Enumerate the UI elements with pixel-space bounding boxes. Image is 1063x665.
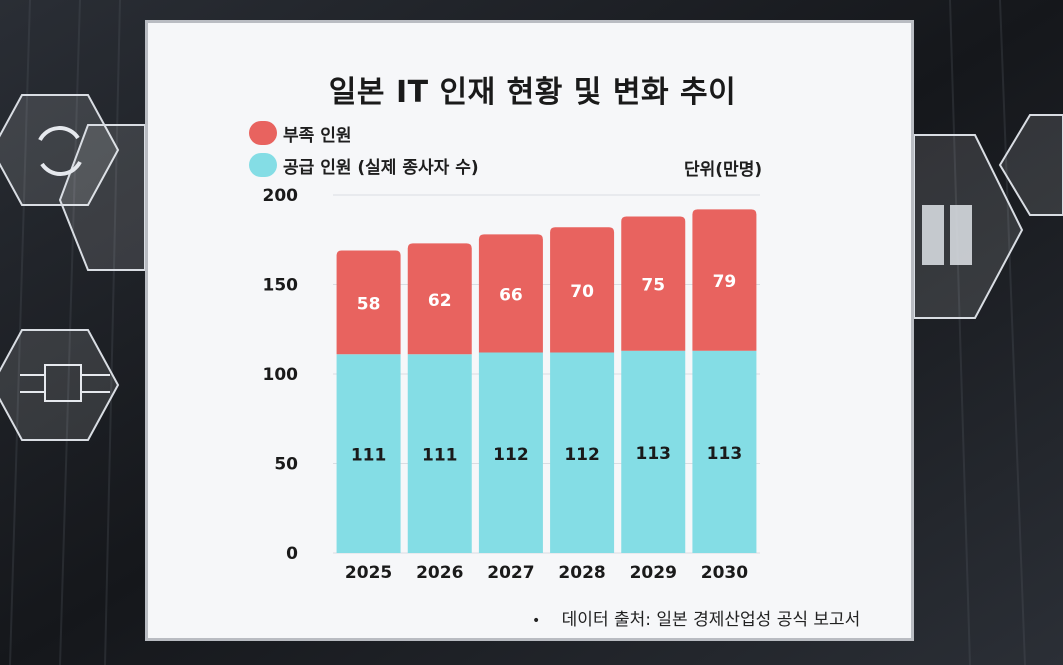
bar-segment	[478, 234, 543, 353]
chart-legend: 부족 인원 공급 인원 (실제 종사자 수)	[249, 117, 479, 181]
data-label: 75	[641, 276, 665, 296]
data-label: 70	[570, 282, 594, 302]
bar-segment	[336, 354, 401, 553]
x-tick-label: 2025	[345, 563, 392, 583]
y-tick-label: 100	[263, 365, 299, 385]
legend-item-shortage: 부족 인원	[249, 117, 479, 149]
data-label: 111	[422, 446, 458, 466]
data-label: 112	[564, 445, 600, 465]
x-tick-label: 2029	[630, 563, 677, 583]
bar-segment	[550, 352, 615, 553]
x-tick-label: 2026	[416, 563, 463, 583]
bar-segment	[621, 216, 686, 351]
bar-segment	[692, 350, 757, 553]
data-label: 112	[493, 445, 528, 465]
y-tick-label: 150	[263, 276, 299, 296]
legend-item-supply: 공급 인원 (실제 종사자 수)	[249, 149, 479, 181]
data-label: 62	[428, 291, 452, 311]
data-label: 79	[713, 272, 737, 292]
chart-title: 일본 IT 인재 현황 및 변화 추이	[328, 75, 737, 110]
y-tick-label: 50	[274, 455, 298, 475]
bar-segment	[407, 354, 472, 553]
circuit-icon	[20, 364, 110, 402]
bar-segment	[336, 250, 401, 355]
source-text: 데이터 출처: 일본 경제산업성 공식 보고서	[561, 610, 861, 630]
x-tick-label: 2030	[701, 563, 748, 583]
x-tick-label: 2028	[558, 563, 605, 583]
source-note: • 데이터 출처: 일본 경제산업성 공식 보고서	[532, 605, 860, 630]
data-label: 113	[707, 444, 743, 464]
data-label: 113	[636, 444, 672, 464]
bar-segment	[692, 209, 757, 351]
legend-swatch-supply	[249, 153, 277, 177]
unit-label: 단위(만명)	[684, 160, 763, 180]
bar-segment	[550, 227, 615, 353]
data-label: 66	[499, 285, 523, 305]
bar-segment	[621, 350, 686, 553]
data-label: 111	[351, 446, 387, 466]
legend-label-supply: 공급 인원 (실제 종사자 수)	[283, 157, 479, 178]
bar-segment	[478, 352, 543, 553]
bar-segment	[407, 243, 472, 355]
refresh-icon	[38, 126, 82, 176]
y-tick-label: 200	[263, 186, 299, 206]
legend-swatch-shortage	[249, 121, 277, 145]
y-tick-label: 0	[286, 544, 298, 564]
chart-card: 일본 IT 인재 현황 및 변화 추이 부족 인원 공급 인원 (실제 종사자 …	[145, 20, 914, 641]
data-label: 58	[357, 294, 381, 314]
x-tick-label: 2027	[487, 563, 534, 583]
bullet-icon: •	[532, 613, 541, 629]
legend-label-shortage: 부족 인원	[283, 125, 352, 146]
stacked-bar-chart: 0 50 100 150 200 111 58 2025 111 62 2026 112 66 2027 1…	[263, 186, 760, 583]
server-icon	[922, 205, 972, 265]
